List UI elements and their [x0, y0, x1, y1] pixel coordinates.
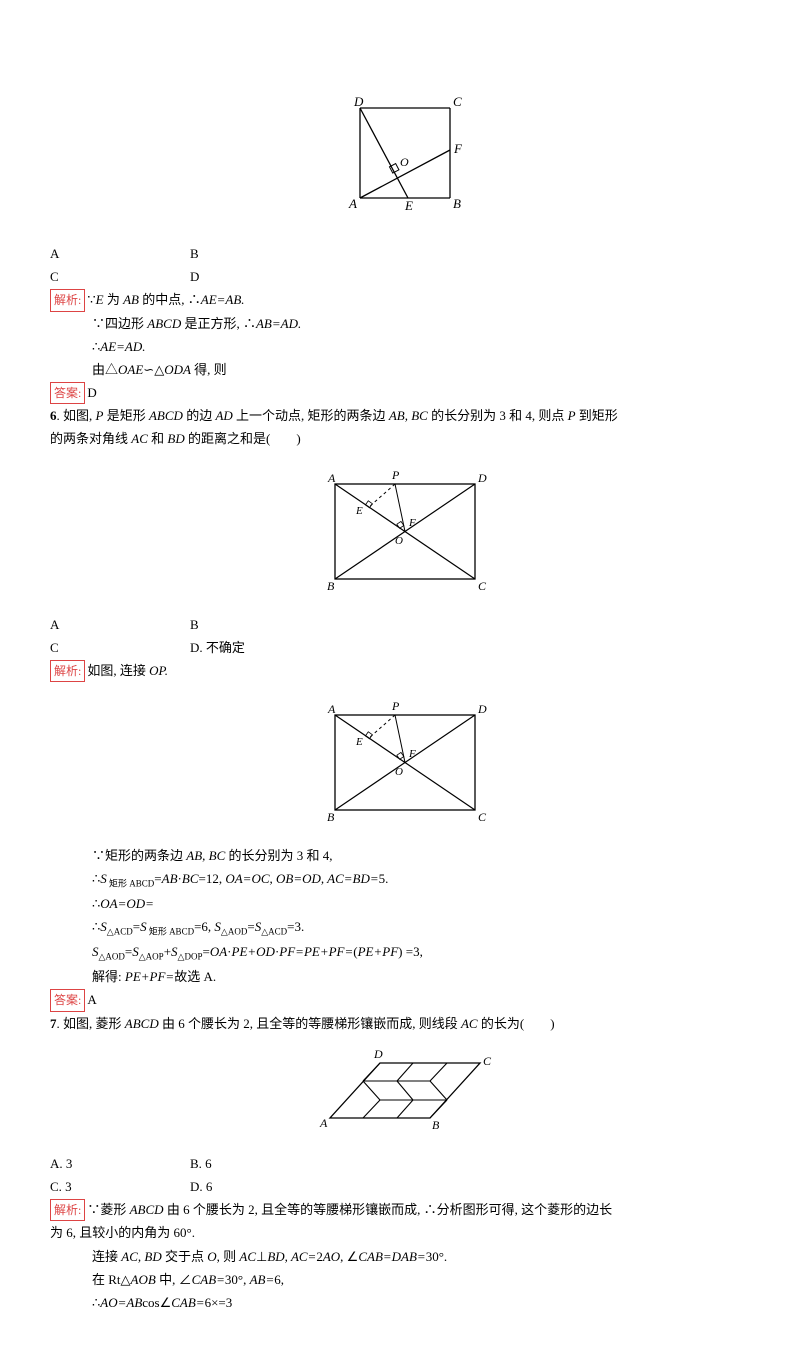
svg-text:E: E [355, 736, 363, 748]
figure-rectangle-diagonals-1: A P D E F O B C [50, 459, 750, 606]
q6-options-row2: C D. 不确定 [50, 637, 750, 659]
q7-opt-c: C. 3 [50, 1176, 190, 1198]
q5-jiexi-line2: ∵四边形 ABCD 是正方形, ∴AB=AD. [50, 313, 750, 335]
svg-text:C: C [478, 579, 487, 593]
svg-text:F: F [408, 517, 416, 529]
svg-text:D: D [353, 94, 364, 109]
q5-opt-b: B [190, 243, 330, 265]
q7-options-row1: A. 3 B. 6 [50, 1153, 750, 1175]
svg-text:E: E [404, 198, 413, 213]
q6-opt-c: C [50, 637, 190, 659]
figure-rectangle-diagonals-2: A P D E F O B C [50, 690, 750, 837]
svg-text:B: B [327, 810, 335, 824]
q5-opt-d: D [190, 266, 330, 288]
daan-label: 答案: [50, 382, 85, 404]
q6-opt-a: A [50, 614, 190, 636]
q5-options-row2: C D [50, 266, 750, 288]
q7-opt-a: A. 3 [50, 1153, 190, 1175]
svg-text:A: A [327, 471, 336, 485]
svg-text:D: D [477, 702, 487, 716]
q7-options-row2: C. 3 D. 6 [50, 1176, 750, 1198]
q6-jx2: ∵矩形的两条边 AB, BC 的长分别为 3 和 4, [50, 845, 750, 867]
q7-jx4: 在 Rt△AOB 中, ∠CAB=30°, AB=6, [50, 1269, 750, 1291]
q6-stem-l1: 6. 如图, P 是矩形 ABCD 的边 AD 上一个动点, 矩形的两条边 AB… [50, 405, 750, 427]
svg-text:B: B [327, 579, 335, 593]
svg-text:A: A [319, 1116, 328, 1130]
q6-answer: 答案:A [50, 989, 750, 1011]
svg-text:C: C [453, 94, 462, 109]
jiexi-label: 解析: [50, 289, 85, 311]
svg-text:B: B [453, 196, 461, 211]
q7-opt-d: D. 6 [190, 1176, 330, 1198]
svg-text:E: E [355, 505, 363, 517]
q6-jx6: S△AOD=S△AOP+S△DOP=OA·PE+OD·PF=PE+PF=(PE+… [50, 941, 750, 965]
q6-jx5: ∴S△ACD=S 矩形 ABCD=6, S△AOD=S△ACD=3. [50, 916, 750, 940]
svg-text:C: C [478, 810, 487, 824]
q7-stem: 7. 如图, 菱形 ABCD 由 6 个腰长为 2, 且全等的等腰梯形镶嵌而成,… [50, 1013, 750, 1035]
figure-rhombus-trapezoids: A B C D [50, 1043, 750, 1145]
figure-square-dcfo: D C F A E B O [50, 88, 750, 235]
q5-jiexi-line3: ∴AE=AD. [50, 336, 750, 358]
q6-jiexi-l1: 解析:如图, 连接 OP. [50, 660, 750, 682]
q5-answer: 答案:D [50, 382, 750, 404]
svg-text:C: C [483, 1054, 492, 1068]
svg-text:D: D [373, 1047, 383, 1061]
q6-stem-l2: 的两条对角线 AC 和 BD 的距离之和是( ) [50, 428, 750, 450]
q6-opt-d: D. 不确定 [190, 637, 330, 659]
svg-text:F: F [408, 748, 416, 760]
svg-text:O: O [395, 535, 403, 547]
svg-text:D: D [477, 471, 487, 485]
q6-opt-b: B [190, 614, 330, 636]
q5-jiexi-line1: 解析:∵E 为 AB 的中点, ∴AE=AB. [50, 289, 750, 311]
svg-text:P: P [391, 699, 400, 713]
svg-text:A: A [348, 196, 357, 211]
q6-jx7: 解得: PE+PF=故选 A. [50, 966, 750, 988]
q6-jx3: ∴S 矩形 ABCD=AB·BC=12, OA=OC, OB=OD, AC=BD… [50, 868, 750, 892]
q5-jiexi-line4: 由△OAE∽△ODA 得, 则 [50, 359, 750, 381]
q6-jx4: ∴OA=OD= [50, 893, 750, 915]
q5-opt-c: C [50, 266, 190, 288]
daan-label: 答案: [50, 989, 85, 1011]
q7-jx5: ∴AO=ABcos∠CAB=6×=3 [50, 1292, 750, 1314]
q5-options-row1: A B [50, 243, 750, 265]
q6-options-row1: A B [50, 614, 750, 636]
q7-jx1: 解析:∵菱形 ABCD 由 6 个腰长为 2, 且全等的等腰梯形镶嵌而成, ∴分… [50, 1199, 750, 1221]
svg-text:O: O [400, 155, 409, 169]
svg-text:O: O [395, 766, 403, 778]
jiexi-label: 解析: [50, 1199, 85, 1221]
jiexi-label: 解析: [50, 660, 85, 682]
q7-jx2: 为 6, 且较小的内角为 60°. [50, 1222, 750, 1244]
q7-opt-b: B. 6 [190, 1153, 330, 1175]
svg-text:F: F [453, 141, 463, 156]
svg-text:P: P [391, 468, 400, 482]
svg-text:A: A [327, 702, 336, 716]
svg-text:B: B [432, 1118, 440, 1132]
q7-jx3: 连接 AC, BD 交于点 O, 则 AC⊥BD, AC=2AO, ∠CAB=D… [50, 1246, 750, 1268]
q5-opt-a: A [50, 243, 190, 265]
